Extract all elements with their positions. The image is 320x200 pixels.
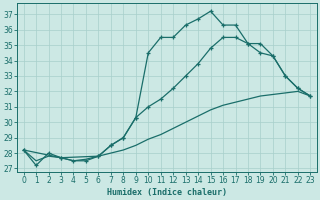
X-axis label: Humidex (Indice chaleur): Humidex (Indice chaleur) bbox=[107, 188, 227, 197]
